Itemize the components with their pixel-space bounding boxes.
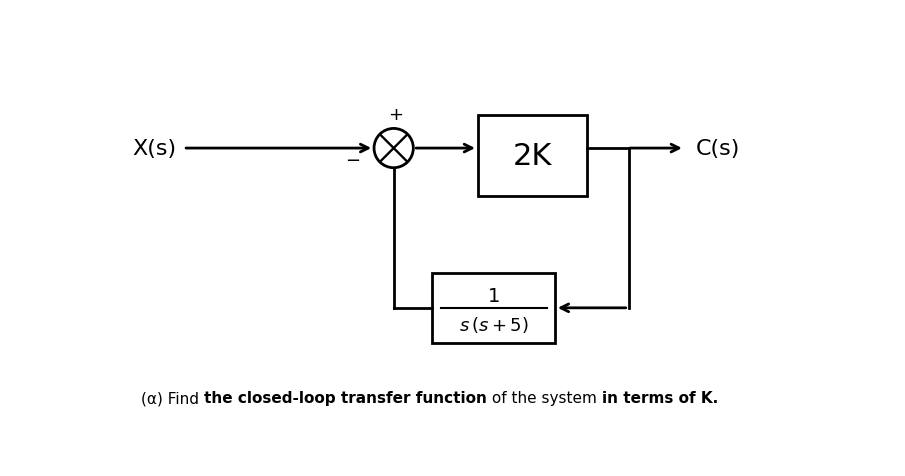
Text: in terms of K.: in terms of K. bbox=[602, 390, 718, 406]
Text: C(s): C(s) bbox=[695, 139, 739, 159]
Text: 1: 1 bbox=[488, 287, 500, 306]
Text: −: − bbox=[345, 151, 360, 169]
Bar bbox=[478, 116, 586, 197]
Text: the closed-loop transfer function: the closed-loop transfer function bbox=[204, 390, 487, 406]
Text: +: + bbox=[388, 106, 403, 123]
Bar bbox=[433, 273, 555, 343]
Text: $s\,(s+5)$: $s\,(s+5)$ bbox=[459, 314, 529, 334]
Text: 2K: 2K bbox=[512, 142, 552, 170]
Text: of the system: of the system bbox=[487, 390, 602, 406]
Text: (α) Find: (α) Find bbox=[141, 390, 204, 406]
Text: X(s): X(s) bbox=[132, 139, 176, 159]
